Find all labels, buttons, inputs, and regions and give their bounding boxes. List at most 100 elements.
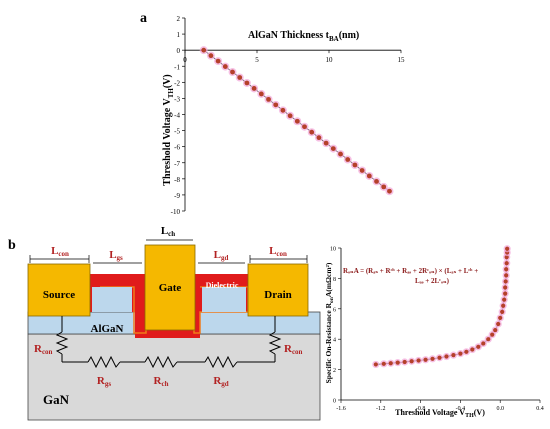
panel-a-xlabel: AlGaN Thickness tBA(nm)	[248, 30, 359, 43]
panel-a-point	[352, 162, 358, 168]
panel-c-xtick-label: -1.2	[376, 406, 386, 412]
panel-c: 0 2 4 6 8 10 -1.6 -1.2 -0.8 -0.4 0.0 0.4 RₒₙA = (Rₐ…	[324, 245, 544, 419]
panel-a-point	[201, 47, 207, 53]
panel-c-point	[464, 349, 469, 354]
gate-contact	[144, 244, 196, 331]
panel-c-ytick-label: 10	[330, 247, 336, 253]
res-rgs: Rgs	[97, 375, 111, 388]
panel-a-point	[230, 69, 235, 75]
res-rch: Rch	[154, 375, 169, 388]
panel-a-ytick-label: 0	[177, 47, 181, 55]
panel-c-point	[423, 357, 428, 362]
panel-a-marks	[199, 46, 394, 196]
panel-a-point	[237, 75, 243, 80]
panel-c-point	[503, 291, 508, 296]
panel-a-point	[222, 64, 228, 69]
panel-a-xtick-label: 10	[326, 56, 334, 64]
panel-a-point	[374, 179, 379, 184]
panel-c-ytick-label: 2	[333, 368, 336, 374]
panel-a-ytick-label: -1	[174, 63, 180, 71]
formula-line-2: Lₐₔ + 2Lᶜₒₙ)	[415, 277, 450, 285]
dim-lch: Lch	[161, 225, 175, 238]
panel-a-point	[330, 146, 336, 151]
panel-c-point	[496, 321, 501, 327]
panel-a-point	[287, 113, 293, 119]
panel-c-point	[504, 273, 509, 278]
resistor-network	[55, 316, 282, 369]
panel-c-point	[500, 309, 505, 314]
panel-a-ytick-label: -6	[174, 144, 180, 152]
panel-c-point	[430, 356, 435, 361]
panel-a-point	[345, 157, 351, 162]
panel-b-label: b	[8, 238, 16, 253]
panel-c-ylabel: Specific On-Resistance RonA(mΩcm²)	[324, 262, 335, 383]
panel-c-axes: 0 2 4 6 8 10 -1.6 -1.2 -0.8 -0.4 0.0 0.4	[330, 247, 544, 413]
panel-c-ytick-label: 6	[333, 307, 336, 313]
panel-a-point	[302, 124, 307, 130]
panel-a-ytick-label: -3	[174, 95, 180, 103]
panel-c-point	[388, 361, 393, 366]
panel-c-ytick-label: 8	[333, 277, 336, 283]
panel-c-point	[395, 360, 400, 365]
panel-c-xlabel: Threshold Voltage VTH(V)	[395, 408, 485, 419]
dimension-arrows	[29, 239, 308, 264]
panel-c-point	[458, 351, 463, 356]
panel-a-point	[359, 168, 365, 173]
panel-a-point	[323, 140, 329, 146]
panel-c-xtick-label: -0.4	[456, 406, 466, 412]
panel-a-ytick-label: -7	[174, 160, 180, 168]
drain-label: Drain	[264, 289, 292, 301]
panel-c-point	[505, 246, 510, 251]
panel-c-point	[373, 362, 378, 367]
dim-lcon-left: Lcon	[51, 245, 69, 258]
panel-c-point	[409, 359, 414, 364]
panel-c-point	[486, 337, 491, 342]
panel-c-point	[381, 361, 386, 366]
panel-a-point	[215, 58, 221, 64]
res-rcon-left: Rcon	[34, 343, 53, 356]
dim-lgd: Lgd	[214, 249, 229, 262]
panel-c-point	[502, 297, 507, 302]
panel-a-ytick-label: -2	[174, 79, 180, 87]
gate-label: Gate	[159, 282, 182, 294]
panel-a-xtick-label: 0	[183, 56, 187, 64]
panel-c-ytick-label: 4	[333, 338, 336, 344]
panel-a-ytick-label: -10	[171, 208, 181, 216]
panel-a-point	[266, 96, 271, 102]
panel-a-point	[244, 80, 250, 86]
panel-c-point	[503, 279, 508, 284]
panel-c-ytick-label: 0	[333, 399, 336, 405]
panel-a-ytick-label: 2	[177, 15, 181, 23]
panel-c-point	[402, 359, 407, 365]
panel-a-point	[280, 107, 286, 113]
panel-a-xtick-label: 5	[255, 56, 259, 64]
panel-a-point	[251, 86, 257, 91]
panel-c-point	[501, 303, 506, 308]
panel-c-xtick-label: -1.6	[336, 406, 346, 412]
dielectric-label: Dielectric	[206, 281, 239, 290]
panel-a-label: a	[140, 11, 147, 26]
panel-a-point	[316, 135, 322, 141]
panel-b: b Source Gate Drain Dielectric AlGaN GaN	[8, 225, 321, 421]
res-rgd: Rgd	[213, 375, 228, 388]
panel-a-ytick-label: -9	[174, 192, 180, 200]
panel-a-ytick-label: -4	[174, 112, 180, 120]
formula-line-1: RₒₙA = (Rₐₛ + Rᶜʰ + Rₐₔ + 2Rᶜₒₙ) × (Lₐₛ …	[343, 267, 478, 275]
panel-a-point	[366, 173, 372, 179]
panel-c-xtick-label: -0.8	[416, 406, 426, 412]
dim-lgs: Lgs	[109, 249, 123, 262]
panel-c-point	[437, 355, 442, 360]
dim-lcon-right: Lcon	[269, 245, 287, 258]
panel-a-xtick-label: 15	[398, 56, 406, 64]
panel-c-point	[476, 344, 481, 349]
panel-c-point	[444, 354, 449, 359]
source-contact	[27, 263, 91, 317]
panel-a-point	[273, 102, 279, 108]
panel-a-point	[309, 129, 315, 135]
panel-a-ytick-label: 1	[177, 31, 181, 39]
res-rcon-right: Rcon	[284, 343, 303, 356]
panel-a-point	[294, 118, 300, 124]
panel-c-point	[416, 358, 421, 363]
